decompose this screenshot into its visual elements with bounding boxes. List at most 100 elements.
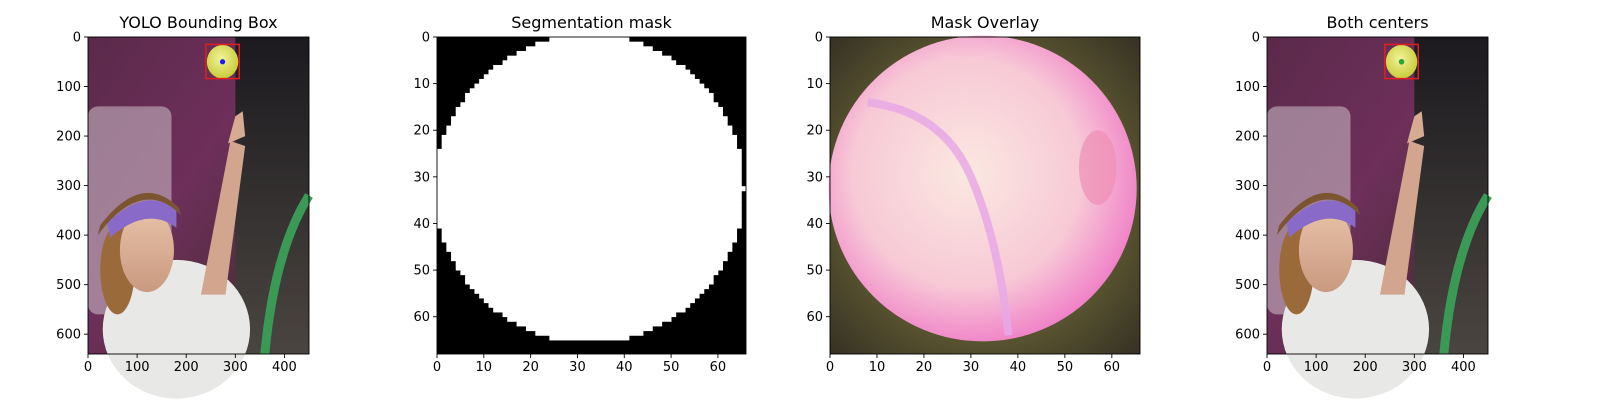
mask-row [437,186,747,192]
player-arm [200,141,246,295]
mask-row [451,256,728,262]
mask-row [469,88,709,94]
y-tick-label: 300 [56,179,81,194]
y-tick-label: 0 [73,31,81,46]
mask-row [437,167,742,173]
x-tick-label: 0 [826,360,834,375]
mask-row [483,298,695,304]
x-tick-label: 40 [616,360,633,375]
x-tick-label: 20 [522,360,539,375]
y-tick-label: 300 [1235,179,1260,194]
mask-row [465,279,714,285]
mask-row [493,64,686,71]
mask-row [437,172,742,178]
y-tick-label: 50 [413,264,430,279]
y-tick-label: 20 [413,124,430,139]
mask-row [455,106,723,112]
player-face [1298,207,1353,293]
x-tick-label: 50 [663,360,680,375]
mask-row [488,302,691,308]
x-tick-label: 200 [1353,360,1378,375]
mask-row [437,209,742,215]
y-tick-label: 10 [806,77,823,92]
mask-row [441,228,738,234]
mask-row [437,153,742,159]
y-tick-label: 100 [1235,80,1260,95]
mask-row [451,251,728,257]
mask-row [507,55,672,61]
x-tick-label: 0 [84,360,92,375]
player-headband [107,200,177,238]
mask-row [451,116,728,122]
mask-row [446,242,733,248]
x-tick-label: 20 [916,360,933,375]
mask-row [549,335,630,341]
mask-row [469,284,709,290]
y-tick-label: 400 [1235,229,1260,244]
mask-row [455,260,723,266]
mask-row [525,326,653,332]
y-tick-label: 30 [806,170,823,185]
mask-row [460,102,719,108]
mask-row [437,218,742,224]
mask-row [465,97,714,103]
overlay-ball-seam [867,98,1013,336]
x-tick-label: 200 [174,360,199,375]
bounding-box [205,43,241,80]
y-tick-label: 600 [1235,328,1260,343]
axes-frame [436,36,747,355]
axes-title: YOLO Bounding Box [118,13,277,32]
mask-row [437,200,742,206]
mask-row [488,69,691,75]
mask-row [479,293,700,299]
x-tick-label: 30 [569,360,586,375]
axes-title: Segmentation mask [511,13,672,32]
mask-row [437,162,742,168]
axes-frame [87,36,310,355]
mask-row [437,195,742,201]
y-tick-label: 40 [413,217,430,232]
subplot-3: 0 10 20 30 40 50 60 0 10 20 30 40 50 60 Mask Overlay [806,13,1141,375]
player-headband [1286,200,1356,238]
mask-row [446,246,733,252]
player-hand [227,111,246,144]
x-tick-label: 30 [963,360,980,375]
mask-row [437,190,742,196]
mask-row [437,223,742,229]
y-tick-label: 10 [413,77,430,92]
subplot-1: 0 100 200 300 400 0 100 200 300 400 500 600 YOLO Bou… [56,13,313,399]
mask-row [441,232,738,238]
x-tick-label: 300 [1402,360,1427,375]
mask-row [460,270,719,276]
mask-row [437,214,742,220]
mask-row [493,307,686,313]
mask-row [502,312,677,318]
mask-row [441,237,738,243]
photo-green-rail [260,193,313,355]
mask-row [437,158,742,164]
mask-row [516,50,663,57]
mask-row [446,125,733,131]
axes-title: Both centers [1326,13,1428,32]
x-tick-label: 400 [272,360,297,375]
y-tick-label: 0 [1252,31,1260,46]
x-tick-label: 100 [1304,360,1329,375]
x-tick-label: 0 [433,360,441,375]
y-tick-label: 60 [413,310,430,325]
mask-row [455,265,723,271]
mask-row [437,176,742,182]
mask-row [437,181,742,187]
x-tick-label: 60 [710,360,727,375]
player-hand [1406,111,1425,144]
y-tick-label: 0 [815,31,823,46]
axes-frame [1266,36,1489,355]
mask-row [507,316,672,322]
mask-row [465,274,714,280]
mask-row [465,92,714,99]
axes-title: Mask Overlay [931,13,1040,32]
bounding-box [1384,43,1420,80]
y-tick-label: 60 [806,310,823,325]
mask-row [474,83,705,89]
center-point-1 [219,59,226,65]
